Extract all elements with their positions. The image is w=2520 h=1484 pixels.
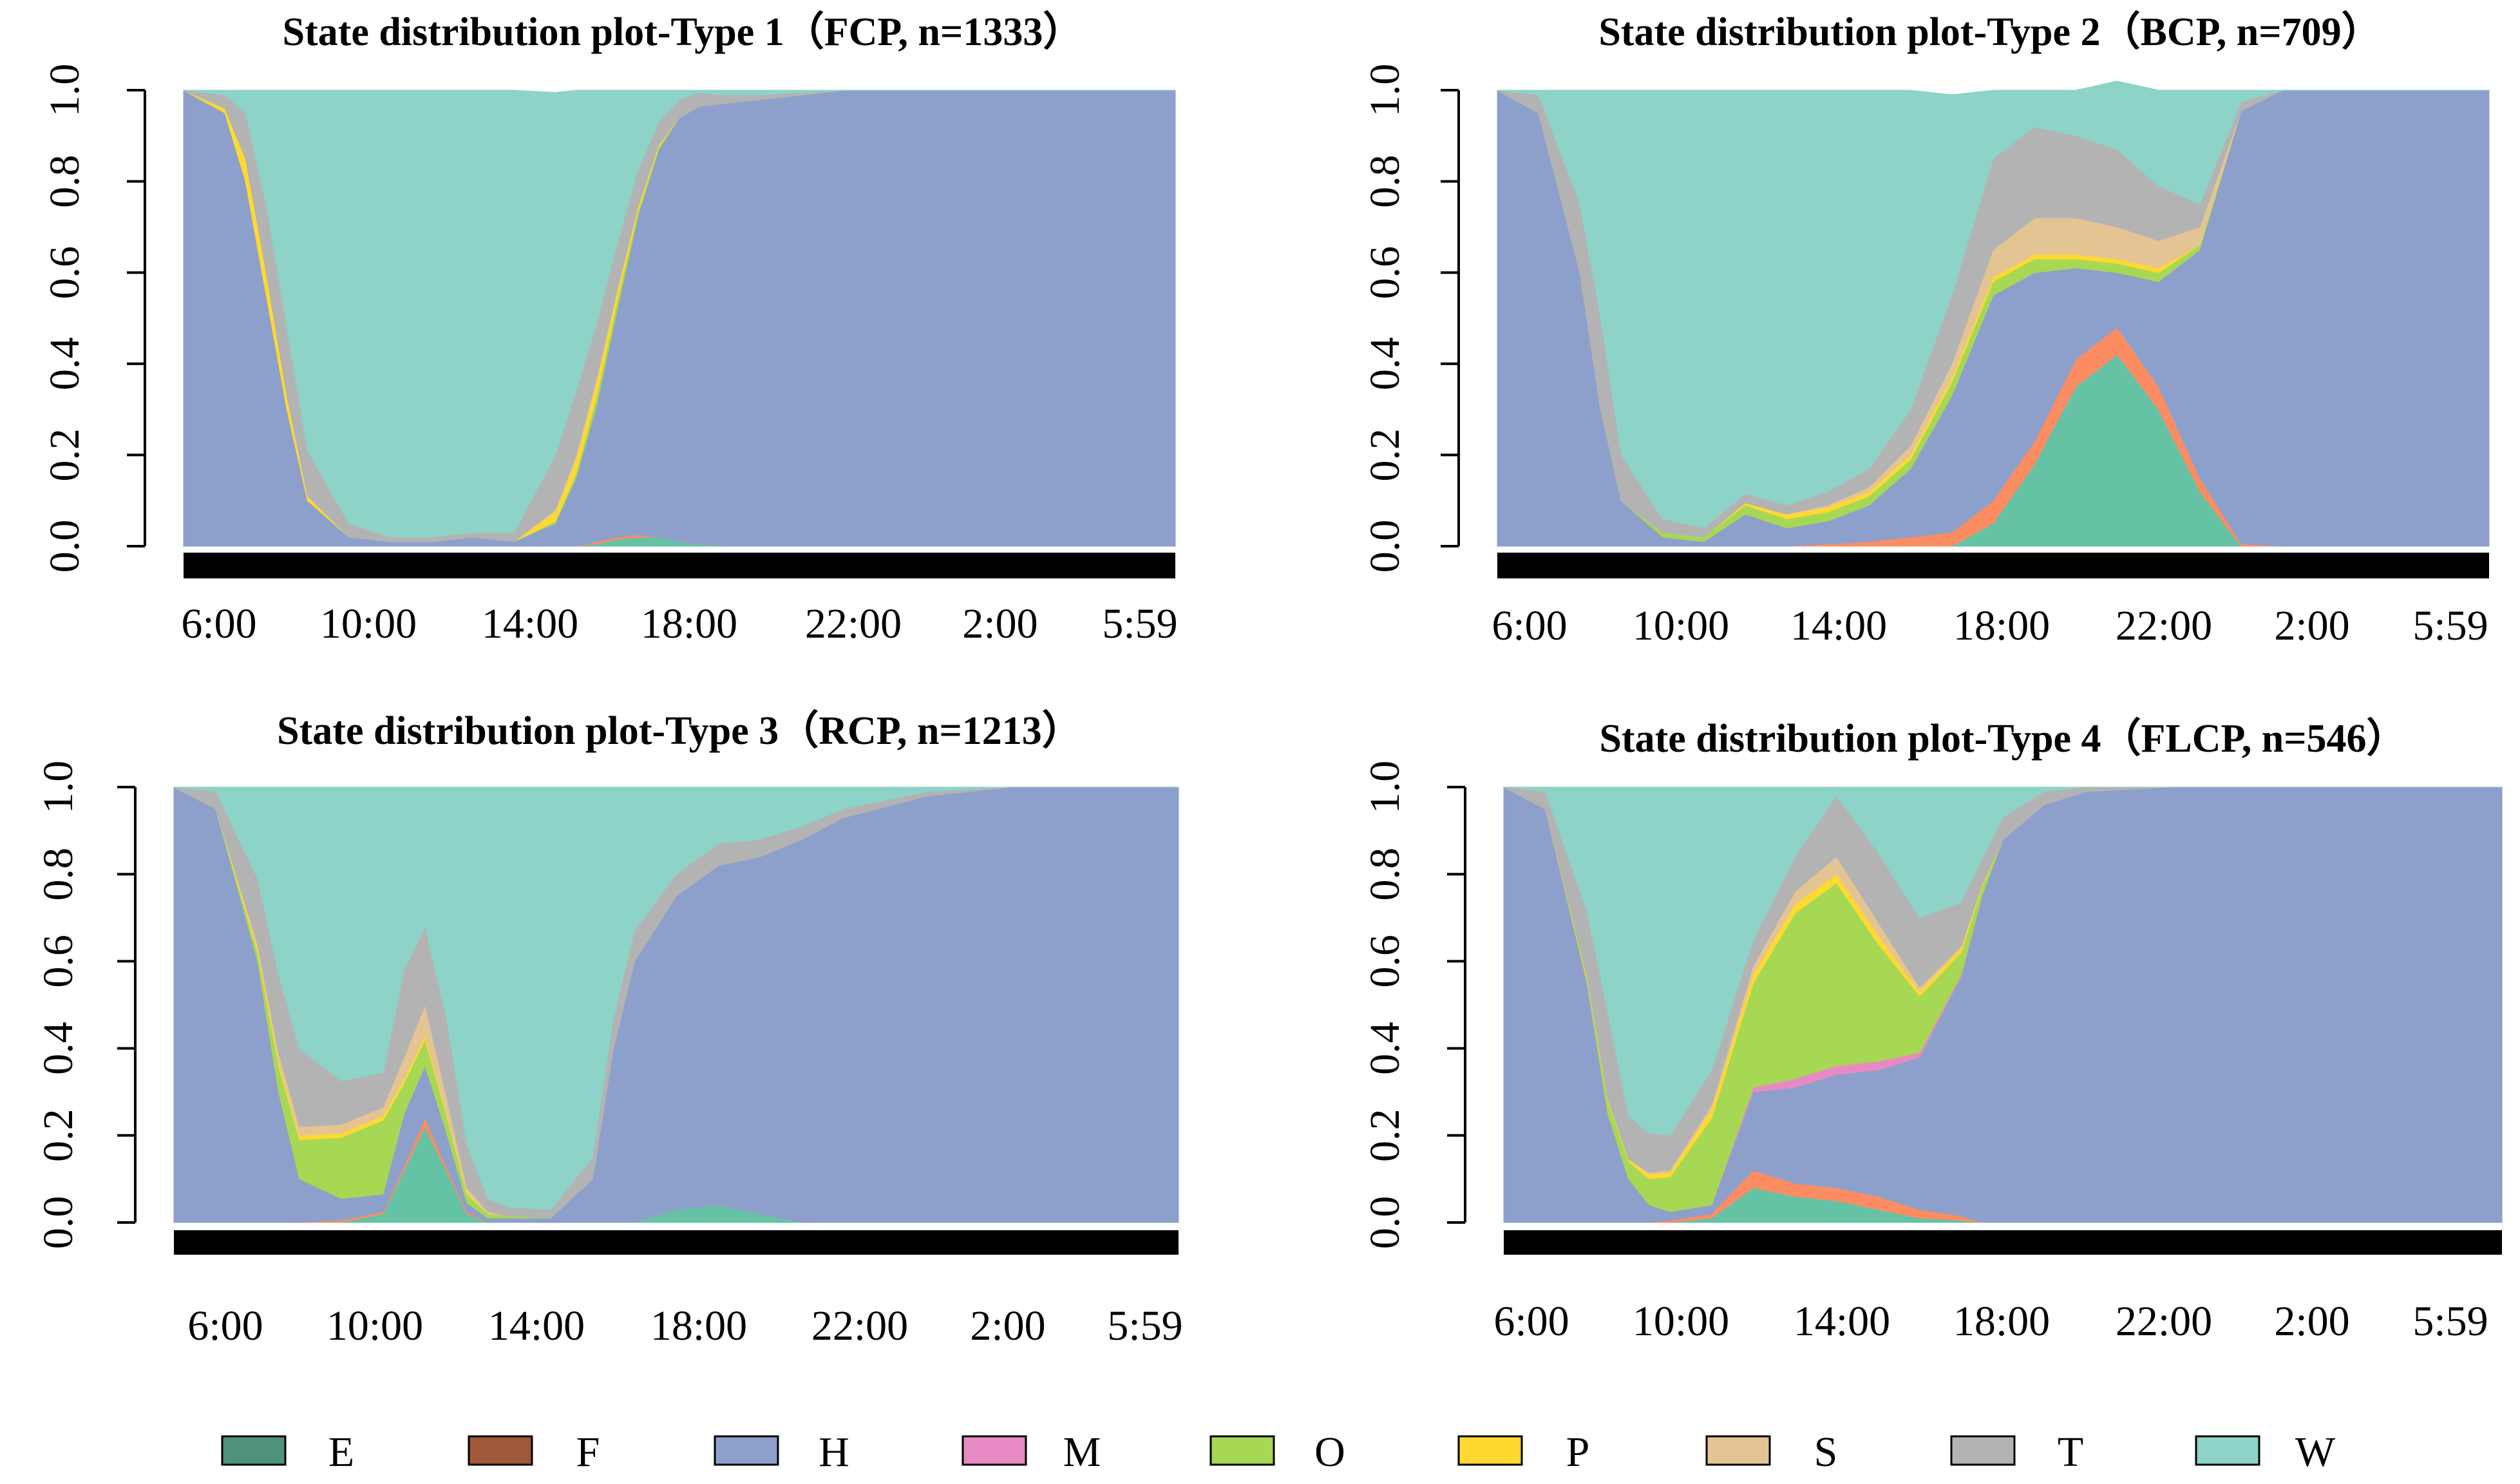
x-tick-label: 22:00 xyxy=(811,1302,908,1349)
x-tick-label: 6:00 xyxy=(181,600,256,647)
x-tick-label: 18:00 xyxy=(1953,602,2050,649)
y-tick-label: 0.2 xyxy=(35,1109,82,1163)
legend-swatch xyxy=(1209,1435,1275,1466)
y-tick-label: 0.4 xyxy=(35,1022,82,1075)
sequence-bar xyxy=(1497,553,2489,578)
legend-swatch xyxy=(2195,1435,2260,1466)
sequence-bar xyxy=(1504,1230,2502,1255)
legend-item-W: W xyxy=(2195,1429,2336,1476)
x-tick-label: 10:00 xyxy=(327,1302,423,1349)
legend-label: H xyxy=(819,1429,849,1476)
x-tick-label: 18:00 xyxy=(641,600,737,647)
legend-item-H: H xyxy=(714,1429,849,1476)
y-tick-label: 0.4 xyxy=(1361,1022,1408,1075)
y-tick-label: 0.4 xyxy=(1361,338,1408,391)
chart-title: State distribution plot-Type 1（FCP, n=13… xyxy=(283,9,1083,54)
chart-title: State distribution plot-Type 4（FLCP, n=5… xyxy=(1599,716,2406,761)
legend-swatch xyxy=(962,1435,1027,1466)
legend-swatch xyxy=(1950,1435,2016,1466)
y-tick-label: 0.0 xyxy=(1361,520,1408,573)
legend-swatch xyxy=(1705,1435,1771,1466)
y-tick-label: 0.6 xyxy=(1361,246,1408,300)
y-tick-label: 1.0 xyxy=(35,761,82,814)
x-tick-label: 22:00 xyxy=(2116,1298,2212,1345)
legend-label: T xyxy=(2058,1429,2083,1476)
x-tick-label: 10:00 xyxy=(1633,602,1729,649)
x-tick-label: 18:00 xyxy=(650,1302,747,1349)
x-tick-label: 14:00 xyxy=(482,600,578,647)
chart-panel-3: State distribution plot-Type 3（RCP, n=12… xyxy=(35,708,1183,1349)
x-tick-label: 2:00 xyxy=(2274,1298,2349,1345)
y-tick-label: 0.0 xyxy=(35,1196,82,1250)
legend-item-T: T xyxy=(1950,1429,2083,1476)
legend-swatch xyxy=(714,1435,779,1466)
y-tick-label: 0.6 xyxy=(35,935,82,988)
legend-swatch xyxy=(1457,1435,1523,1466)
legend-item-O: O xyxy=(1209,1429,1345,1476)
chart-title: State distribution plot-Type 2（BCP, n=70… xyxy=(1598,9,2381,54)
chart-panel-1: State distribution plot-Type 1（FCP, n=13… xyxy=(41,9,1178,647)
y-tick-label: 0.6 xyxy=(41,246,88,300)
y-tick-label: 1.0 xyxy=(1361,761,1408,814)
chart-panel-2: State distribution plot-Type 2（BCP, n=70… xyxy=(1361,9,2490,649)
y-tick-label: 0.0 xyxy=(41,520,88,573)
y-tick-label: 0.2 xyxy=(1361,428,1408,482)
x-tick-label: 5:59 xyxy=(2412,602,2488,649)
area-series-W xyxy=(183,90,1175,538)
legend-label: P xyxy=(1566,1429,1590,1476)
legend-label: S xyxy=(1814,1429,1838,1476)
legend-label: O xyxy=(1314,1429,1345,1476)
y-tick-label: 0.4 xyxy=(41,338,88,391)
legend-label: F xyxy=(576,1429,600,1476)
x-tick-label: 6:00 xyxy=(187,1302,263,1349)
legend-item-M: M xyxy=(962,1429,1101,1476)
x-tick-label: 2:00 xyxy=(962,600,1037,647)
x-tick-label: 5:59 xyxy=(1102,600,1177,647)
x-tick-label: 14:00 xyxy=(1794,1298,1890,1345)
area-series-W xyxy=(173,786,1179,1210)
x-tick-label: 2:00 xyxy=(2274,602,2349,649)
y-tick-label: 0.8 xyxy=(1361,155,1408,208)
legend-item-S: S xyxy=(1705,1429,1838,1476)
legend-label: E xyxy=(328,1429,354,1476)
x-tick-label: 18:00 xyxy=(1953,1298,2050,1345)
sequence-bar xyxy=(174,1230,1179,1255)
x-tick-label: 14:00 xyxy=(1790,602,1887,649)
y-tick-label: 0.0 xyxy=(1361,1196,1408,1250)
chart-panel-4: State distribution plot-Type 4（FLCP, n=5… xyxy=(1361,716,2503,1345)
y-tick-label: 1.0 xyxy=(1361,64,1408,117)
x-tick-label: 22:00 xyxy=(2116,602,2212,649)
x-tick-label: 5:59 xyxy=(2412,1298,2488,1345)
y-tick-label: 0.6 xyxy=(1361,935,1408,988)
y-tick-label: 0.2 xyxy=(41,428,88,482)
sequence-bar xyxy=(184,553,1175,578)
legend-label: M xyxy=(1063,1429,1101,1476)
x-tick-label: 2:00 xyxy=(970,1302,1045,1349)
legend-swatch xyxy=(221,1435,287,1466)
y-tick-label: 1.0 xyxy=(41,64,88,117)
y-tick-label: 0.8 xyxy=(1361,848,1408,901)
x-tick-label: 14:00 xyxy=(488,1302,585,1349)
x-tick-label: 5:59 xyxy=(1107,1302,1182,1349)
legend-item-E: E xyxy=(221,1429,354,1476)
x-tick-label: 22:00 xyxy=(805,600,902,647)
legend-swatch xyxy=(468,1435,533,1466)
legend-label: W xyxy=(2295,1429,2336,1476)
legend-item-P: P xyxy=(1457,1429,1590,1476)
legend-item-F: F xyxy=(468,1429,600,1476)
y-tick-label: 0.8 xyxy=(41,155,88,208)
y-tick-label: 0.8 xyxy=(35,848,82,901)
x-tick-label: 6:00 xyxy=(1493,1298,1569,1345)
chart-title: State distribution plot-Type 3（RCP, n=12… xyxy=(277,708,1082,753)
x-tick-label: 6:00 xyxy=(1492,602,1567,649)
area-series-W xyxy=(1503,786,2502,1136)
area-series-W xyxy=(1497,81,2489,529)
x-tick-label: 10:00 xyxy=(1633,1298,1729,1345)
y-tick-label: 0.2 xyxy=(1361,1109,1408,1163)
x-tick-label: 10:00 xyxy=(320,600,417,647)
